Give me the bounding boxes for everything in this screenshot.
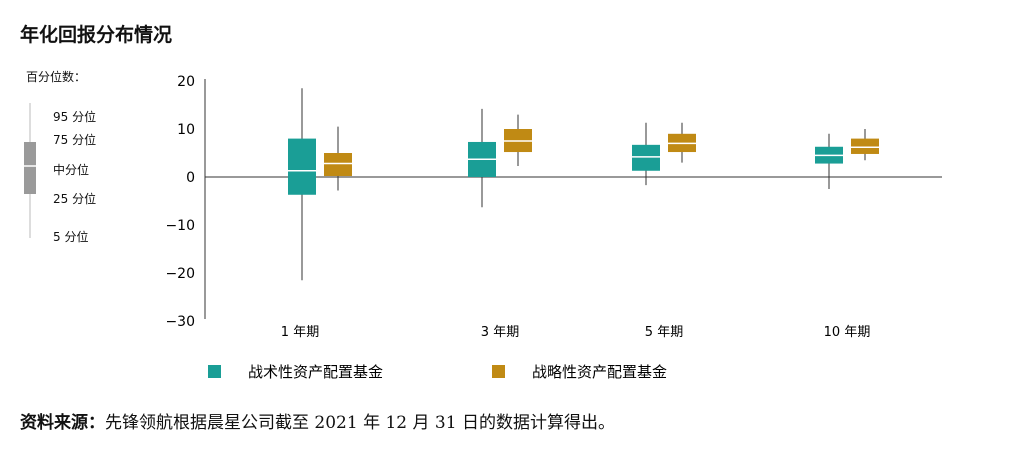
x-category-label: 10 年期 [824, 325, 871, 340]
source-note: 资料来源：先锋领航根据晨星公司截至 2021 年 12 月 31 日的数据计算得… [20, 408, 615, 433]
percentile-label-5: 5 分位 [53, 230, 89, 244]
box-strategic-3 [851, 129, 879, 161]
box-strategic-2 [668, 122, 696, 163]
boxplot-chart: 20 10 0 −10 −20 −30 1 年期 3 年期 5 年期 10 年期 战术性资产配置… [24, 74, 942, 381]
y-tick-label: −10 [165, 218, 195, 234]
x-category-label: 3 年期 [481, 325, 519, 340]
percentile-label-95: 95 分位 [53, 110, 97, 124]
iqr-box [324, 153, 352, 177]
iqr-box [632, 144, 660, 171]
y-tick-label: 20 [177, 74, 195, 90]
x-category-label: 1 年期 [281, 325, 319, 340]
percentile-label-75: 75 分位 [53, 133, 97, 147]
legend-swatch [208, 365, 221, 378]
y-tick-label: 0 [186, 170, 195, 186]
y-tick-label: −30 [165, 314, 195, 330]
iqr-box [288, 138, 316, 195]
percentile-label-median: 中分位 [53, 163, 90, 177]
y-tick-label: −20 [165, 266, 195, 282]
iqr-box [851, 138, 879, 154]
box-tactical-1 [468, 108, 496, 208]
source-text: 先锋领航根据晨星公司截至 2021 年 12 月 31 日的数据计算得出。 [105, 413, 615, 433]
box-tactical-3 [815, 133, 843, 189]
x-category-label: 5 年期 [645, 325, 683, 340]
box-tactical-2 [632, 122, 660, 186]
percentile-legend-heading: 百分位数： [26, 70, 87, 84]
legend-box [24, 142, 36, 194]
box-strategic-1 [504, 114, 532, 166]
legend-label: 战术性资产配置基金 [248, 363, 383, 381]
legend-swatch [492, 365, 505, 378]
box-strategic-0 [324, 126, 352, 191]
chart-title: 年化回报分布情况 [20, 24, 173, 46]
source-label: 资料来源： [20, 413, 105, 433]
percentile-legend-glyph [24, 103, 36, 238]
y-tick-label: 10 [177, 122, 195, 138]
percentile-label-25: 25 分位 [53, 192, 97, 206]
box-tactical-0 [288, 88, 316, 281]
legend-label: 战略性资产配置基金 [532, 363, 667, 381]
